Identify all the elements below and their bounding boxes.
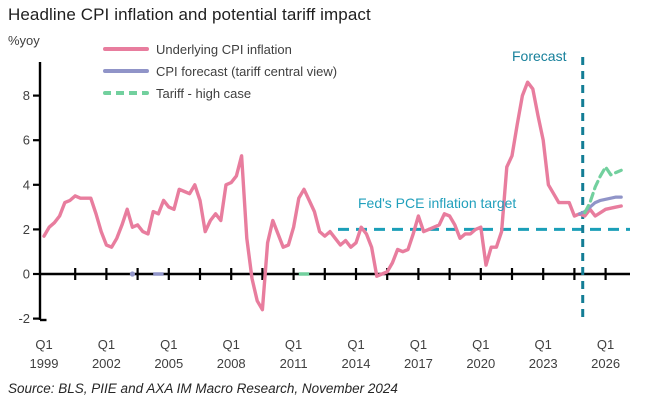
x-tick-quarter-label: Q1 [472,337,489,352]
y-tick-label: 8 [23,88,30,103]
legend-item-cpi-forecast: CPI forecast (tariff central view) [103,60,337,82]
x-tick-quarter-label: Q1 [223,337,240,352]
x-tick-year-label: 2026 [591,356,620,371]
x-tick-year-label: 1999 [30,356,59,371]
x-tick-year-label: 2020 [466,356,495,371]
x-tick-quarter-label: Q1 [347,337,364,352]
forecast-annotation: Forecast [512,48,567,64]
x-tick-quarter-label: Q1 [597,337,614,352]
legend-label: Underlying CPI inflation [156,41,292,57]
zero-level-mark [129,271,135,277]
y-tick-label: 6 [23,133,30,148]
underlying-cpi-swatch-line [103,47,149,51]
x-tick-quarter-label: Q1 [535,337,552,352]
y-tick-label: 2 [23,222,30,237]
y-tick-label: 0 [23,267,30,282]
x-tick-year-label: 2011 [280,356,308,371]
x-tick-year-label: 2005 [154,356,183,371]
legend-label: Tariff - high case [156,85,252,101]
y-axis-unit-label: %yoy [8,33,40,48]
x-tick-quarter-label: Q1 [410,337,427,352]
x-tick-quarter-label: Q1 [98,337,115,352]
x-tick-quarter-label: Q1 [285,337,302,352]
legend-item-tariff-high-case: Tariff - high case [103,82,337,104]
tariff-high-case-swatch-line [103,91,149,95]
legend: Underlying CPI inflation CPI forecast (t… [103,38,337,104]
x-tick-quarter-label: Q1 [35,337,52,352]
x-tick-year-label: 2014 [342,356,371,371]
tariff-high-case-line [583,165,623,215]
pce-target-annotation: Fed's PCE inflation target [358,195,517,211]
x-tick-year-label: 2002 [92,356,121,371]
x-tick-year-label: 2017 [404,356,433,371]
chart-title: Headline CPI inflation and potential tar… [8,5,371,24]
legend-item-underlying-cpi: Underlying CPI inflation [103,38,337,60]
legend-label: CPI forecast (tariff central view) [156,63,338,79]
cpi-forecast-swatch-line [103,69,149,73]
x-tick-year-label: 2023 [529,356,558,371]
y-tick-label: -2 [18,311,30,326]
x-tick-year-label: 2008 [217,356,246,371]
underlying-cpi-line [42,80,623,312]
x-tick-quarter-label: Q1 [160,337,177,352]
y-tick-label: 4 [23,177,30,192]
source-attribution: Source: BLS, PIIE and AXA IM Macro Resea… [8,381,398,396]
